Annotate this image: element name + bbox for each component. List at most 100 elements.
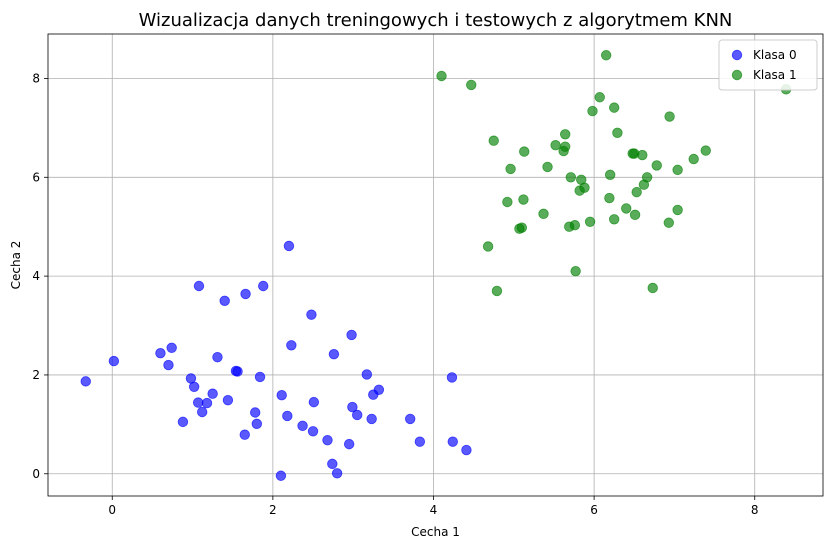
legend: Klasa 0 Klasa 1	[718, 39, 818, 91]
legend-marker	[731, 69, 743, 81]
data-point	[347, 401, 358, 413]
data-point	[286, 340, 297, 351]
data-point	[550, 139, 561, 151]
data-point	[700, 145, 711, 156]
data-point	[584, 216, 596, 227]
data-point	[307, 426, 319, 437]
data-point	[251, 418, 263, 430]
data-point	[672, 164, 683, 176]
data-point	[222, 394, 234, 406]
y-axis-label: Cecha 2	[9, 241, 23, 290]
data-point	[651, 160, 662, 171]
data-point	[604, 192, 615, 204]
data-point	[629, 209, 641, 221]
data-point	[542, 161, 553, 173]
data-point	[466, 79, 477, 91]
data-point	[518, 194, 529, 205]
data-point	[570, 265, 581, 277]
data-point	[346, 329, 357, 341]
data-point	[219, 295, 230, 307]
data-point	[212, 351, 223, 363]
data-point	[502, 196, 513, 208]
data-point	[297, 420, 308, 432]
data-point	[594, 92, 605, 103]
data-point	[254, 371, 266, 383]
data-point	[608, 102, 620, 113]
data-point	[488, 135, 499, 146]
data-point	[587, 105, 598, 117]
data-point	[351, 409, 363, 421]
data-point	[240, 288, 251, 300]
legend-label: Klasa 0	[753, 48, 797, 62]
data-point	[283, 240, 295, 252]
data-point	[560, 141, 571, 152]
plot-frame	[47, 33, 824, 497]
data-point	[538, 208, 549, 220]
x-axis-label: Cecha 1	[411, 525, 460, 539]
data-point	[361, 369, 373, 380]
data-point	[579, 182, 590, 193]
legend-marker	[731, 49, 743, 61]
data-point	[405, 413, 416, 425]
legend-box	[718, 39, 818, 91]
data-point	[275, 470, 287, 481]
data-point	[193, 280, 205, 292]
data-point	[519, 146, 530, 157]
data-point	[663, 217, 675, 228]
data-point	[177, 416, 189, 428]
data-point	[207, 388, 218, 399]
data-point	[331, 468, 343, 479]
data-point	[282, 410, 293, 422]
x-tick-label: 2	[269, 503, 277, 517]
y-tick-label: 0	[32, 467, 40, 481]
data-point	[560, 129, 571, 140]
data-point	[641, 172, 653, 183]
data-point	[308, 396, 320, 408]
data-point	[414, 436, 426, 447]
data-point	[166, 342, 177, 353]
y-tick-label: 8	[32, 71, 40, 85]
data-point	[239, 429, 250, 440]
x-tick-label: 0	[108, 503, 116, 517]
series-layer	[80, 50, 792, 481]
data-point	[192, 397, 204, 408]
data-point	[108, 355, 120, 367]
data-point	[366, 413, 377, 425]
data-point	[482, 241, 494, 252]
data-point	[188, 381, 200, 393]
data-point	[201, 397, 213, 409]
data-point	[461, 444, 472, 456]
data-point	[196, 406, 208, 418]
data-point	[565, 172, 577, 183]
data-point	[328, 348, 340, 360]
data-point	[631, 186, 642, 198]
data-point	[163, 359, 174, 371]
data-point	[600, 50, 612, 61]
data-point	[343, 438, 355, 450]
data-point	[327, 458, 338, 470]
data-point	[612, 127, 623, 139]
y-tick-label: 6	[32, 170, 40, 184]
data-point	[516, 222, 528, 233]
data-point	[322, 434, 333, 446]
data-point	[447, 436, 458, 447]
data-point	[664, 111, 675, 122]
data-point	[276, 390, 287, 401]
data-point	[672, 204, 683, 216]
data-point	[569, 220, 581, 231]
data-point	[373, 384, 385, 395]
grid	[48, 34, 823, 496]
axis-ticks: 0 2 4 6 8 0 2 4 6 8	[32, 71, 758, 517]
x-tick-label: 4	[430, 503, 438, 517]
series-1	[80, 240, 472, 481]
data-point	[491, 285, 503, 297]
data-point	[637, 149, 648, 161]
data-point	[436, 70, 447, 82]
data-point	[250, 407, 261, 418]
data-point	[446, 372, 458, 383]
data-point	[608, 214, 620, 225]
chart-title: Wizualizacja danych treningowych i testo…	[139, 10, 733, 31]
data-point	[688, 153, 699, 165]
data-point	[306, 309, 317, 320]
